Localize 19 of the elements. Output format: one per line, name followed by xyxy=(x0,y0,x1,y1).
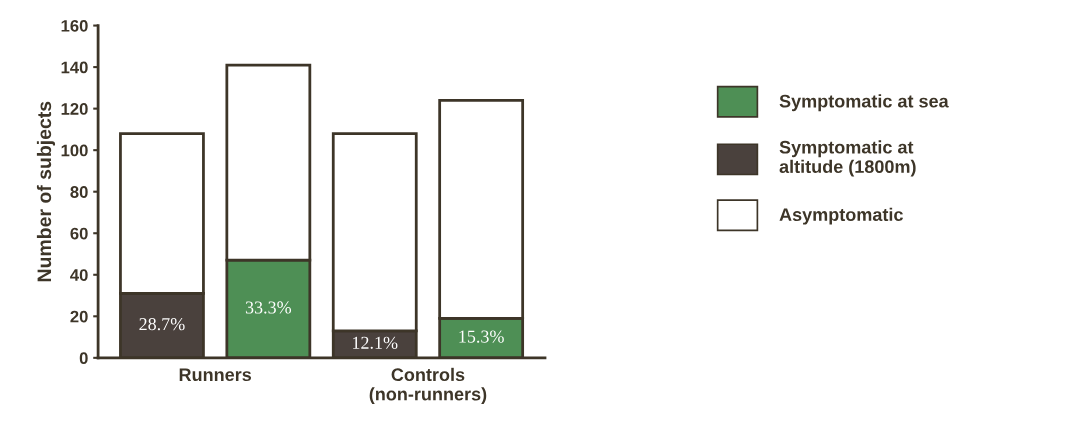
y-tick-label: 0 xyxy=(79,352,88,365)
y-tick-label: 120 xyxy=(61,103,88,115)
annotation: 15.3% xyxy=(459,330,504,343)
y-tick-label: 40 xyxy=(70,269,88,281)
y-tick-label: 20 xyxy=(70,310,88,323)
annotation: 33.3% xyxy=(245,301,292,314)
annotation: 28.7% xyxy=(139,317,185,331)
legend-label: Symptomatic at altitude (1800m) xyxy=(779,140,916,177)
y-axis-title: Number of subjects xyxy=(36,101,56,282)
y-tick-label: 80 xyxy=(70,186,88,198)
y-tick-label: 100 xyxy=(61,144,88,157)
legend-label: Symptomatic at sea xyxy=(779,94,949,112)
y-tick-label: 160 xyxy=(61,19,88,32)
text: Controls (non-runners) xyxy=(369,367,487,405)
y-tick-label: 140 xyxy=(61,61,88,74)
y-tick-label: 60 xyxy=(70,227,88,240)
text: Runners xyxy=(179,368,252,382)
annotation: 12.1% xyxy=(353,336,398,349)
legend-label: Asymptomatic xyxy=(779,207,903,225)
